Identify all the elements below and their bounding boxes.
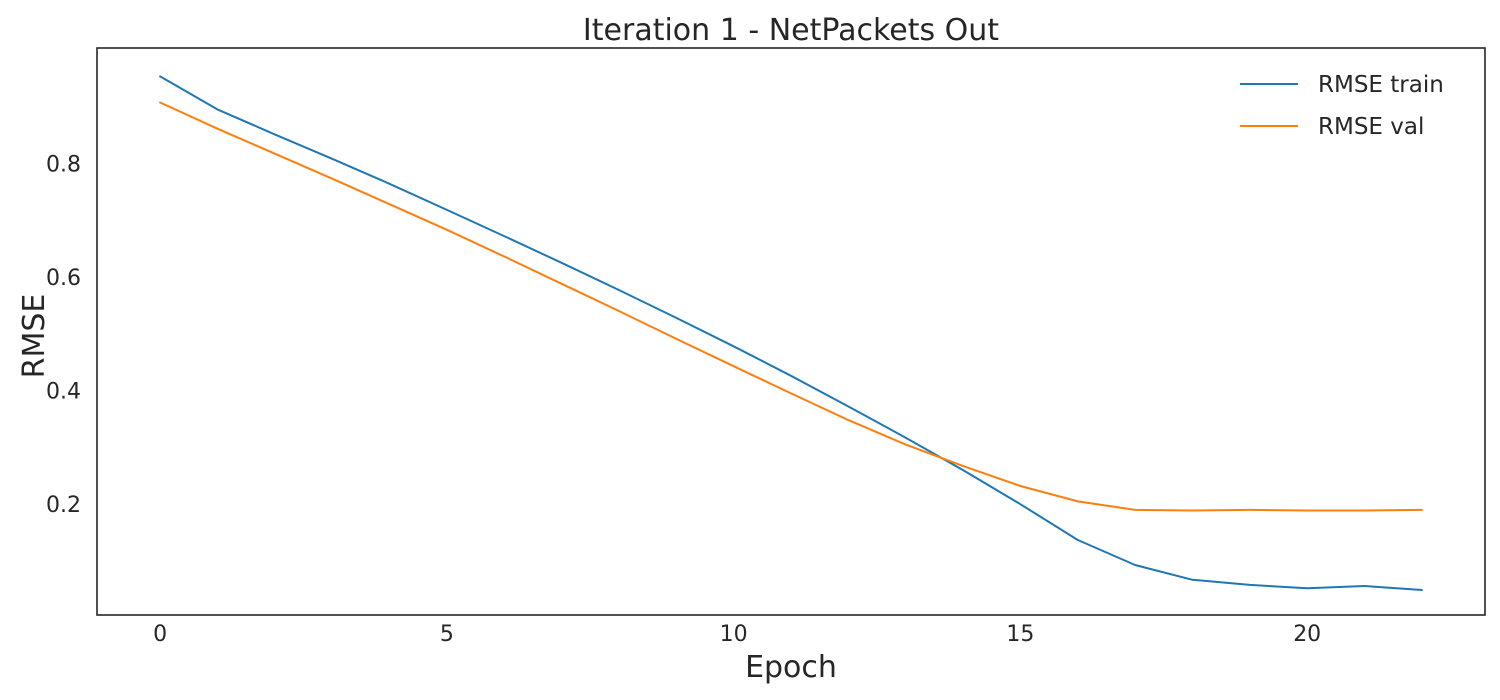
legend-label: RMSE train — [1318, 72, 1444, 98]
x-tick-label: 0 — [153, 622, 167, 647]
x-tick-label: 15 — [1006, 622, 1034, 647]
x-tick-label: 20 — [1293, 622, 1321, 647]
legend: RMSE train RMSE val — [1240, 72, 1444, 140]
y-tick-label: 0.2 — [46, 493, 81, 518]
series-line-rmse-train — [159, 75, 1423, 591]
axis-ticks: 0 5 10 15 20 0.2 0.4 0.6 0.8 — [46, 152, 1321, 647]
y-tick-label: 0.6 — [46, 266, 81, 291]
plot-frame — [96, 47, 1486, 616]
series-lines — [159, 75, 1423, 591]
x-axis-title: Epoch — [745, 650, 837, 685]
chart-title: Iteration 1 - NetPackets Out — [583, 13, 999, 48]
legend-label: RMSE val — [1318, 114, 1424, 140]
series-line-rmse-val — [159, 101, 1423, 512]
y-axis-title: RMSE — [17, 294, 52, 379]
x-tick-label: 5 — [440, 622, 454, 647]
y-tick-label: 0.8 — [46, 152, 81, 177]
x-tick-label: 10 — [720, 622, 748, 647]
y-tick-label: 0.4 — [46, 380, 81, 405]
